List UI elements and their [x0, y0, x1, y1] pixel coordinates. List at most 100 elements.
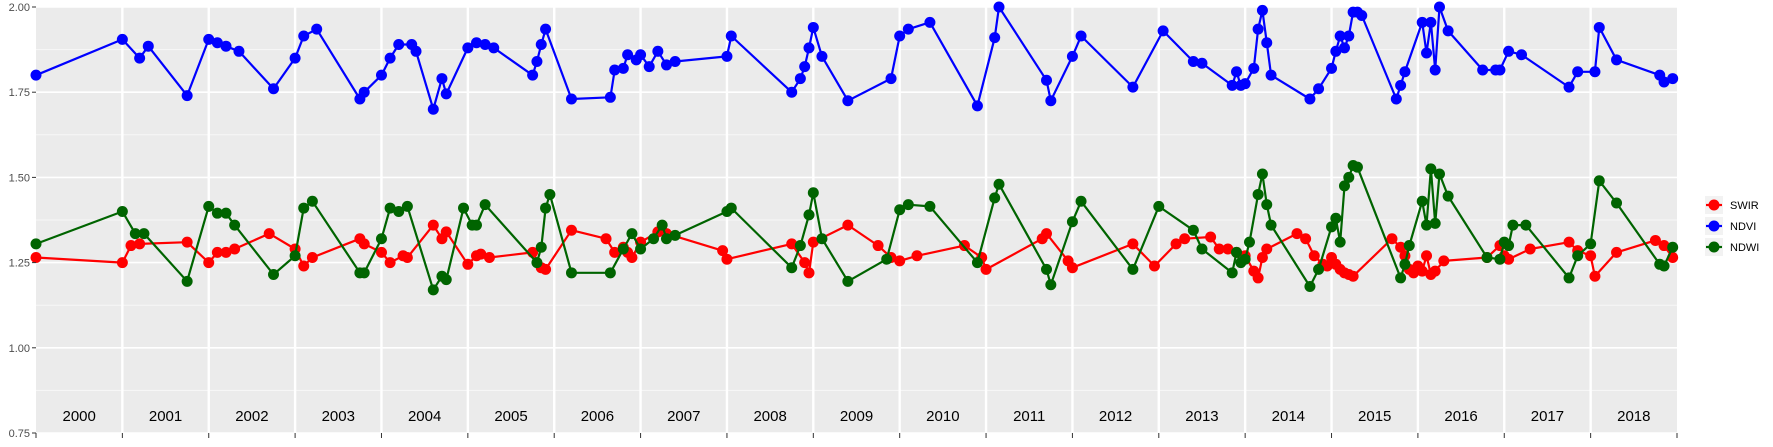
data-point-ndwi [138, 228, 150, 240]
data-point-ndwi [1442, 190, 1454, 202]
data-point-ndvi [902, 23, 914, 35]
data-point-ndvi [1429, 64, 1441, 76]
data-point-ndvi [1477, 64, 1489, 76]
data-point-ndwi [1243, 236, 1255, 248]
data-point-ndvi [1589, 66, 1601, 78]
data-point-ndvi [1157, 25, 1169, 37]
data-point-ndvi [565, 93, 577, 105]
data-point-swir [1291, 228, 1303, 240]
data-point-ndvi [30, 69, 42, 81]
data-point-ndwi [401, 200, 413, 212]
data-point-ndwi [1075, 195, 1087, 207]
data-point-ndvi [1330, 45, 1342, 57]
data-point-ndwi [842, 275, 854, 287]
data-point-swir [462, 258, 474, 270]
data-point-ndwi [786, 262, 798, 274]
year-label: 2011 [1013, 408, 1045, 425]
data-point-ndvi [540, 23, 552, 35]
data-point-ndwi [648, 233, 660, 245]
data-point-ndwi [375, 233, 387, 245]
legend: SWIR NDVI NDWI [1705, 196, 1759, 256]
data-point-swir [1611, 246, 1623, 258]
data-point-ndwi [203, 200, 215, 212]
data-point-ndvi [1226, 79, 1238, 91]
data-point-ndwi [1421, 219, 1433, 231]
data-point-ndwi [427, 284, 439, 296]
data-point-swir [116, 257, 128, 269]
data-point-swir [475, 248, 487, 260]
data-point-ndwi [902, 199, 914, 211]
data-point-ndvi [527, 69, 539, 81]
data-point-ndwi [544, 188, 556, 200]
data-point-ndvi [1421, 47, 1433, 59]
data-point-swir [1386, 233, 1398, 245]
year-label: 2010 [926, 408, 959, 425]
year-label: 2001 [149, 408, 182, 425]
data-point-ndwi [1196, 243, 1208, 255]
data-point-swir [1127, 238, 1139, 250]
data-point-ndwi [1507, 219, 1519, 231]
legend-item-swir: SWIR [1705, 196, 1759, 214]
data-point-ndwi [989, 192, 1001, 204]
data-point-ndvi [1425, 16, 1437, 28]
data-point-swir [427, 219, 439, 231]
data-point-ndwi [635, 243, 647, 255]
year-label: 2000 [62, 408, 95, 425]
data-point-ndwi [894, 204, 906, 216]
data-point-ndvi [436, 73, 448, 85]
data-point-swir [721, 253, 733, 265]
data-point-swir [1321, 260, 1333, 272]
data-point-swir [30, 251, 42, 263]
data-point-ndvi [725, 30, 737, 42]
data-point-swir [799, 257, 811, 269]
data-point-ndwi [1256, 168, 1268, 180]
data-point-ndvi [289, 52, 301, 64]
data-point-ndwi [1563, 272, 1575, 284]
data-point-ndwi [298, 202, 310, 214]
data-point-ndwi [1334, 236, 1346, 248]
data-point-ndvi [1563, 81, 1575, 93]
data-point-ndvi [1304, 93, 1316, 105]
data-point-ndwi [211, 207, 223, 219]
data-point-ndwi [617, 243, 629, 255]
data-point-ndvi [358, 86, 370, 98]
data-point-ndvi [1442, 25, 1454, 37]
data-point-swir [1524, 243, 1536, 255]
data-point-ndvi [1256, 4, 1268, 16]
data-point-ndvi [669, 56, 681, 68]
year-label: 2006 [581, 408, 614, 425]
data-point-swir [1256, 251, 1268, 263]
data-point-swir [203, 257, 215, 269]
year-label: 2017 [1531, 408, 1564, 425]
legend-item-ndvi: NDVI [1705, 217, 1756, 235]
data-point-ndwi [1304, 280, 1316, 292]
data-point-ndvi [1334, 30, 1346, 42]
data-point-swir [1222, 243, 1234, 255]
data-point-ndwi [1127, 263, 1139, 275]
data-point-ndvi [1075, 30, 1087, 42]
data-point-ndwi [1252, 188, 1264, 200]
data-point-swir [1308, 250, 1320, 262]
y-tick-label: 1.00 [9, 343, 30, 355]
data-point-swir [125, 240, 137, 252]
year-label: 2014 [1272, 408, 1305, 425]
data-point-ndwi [129, 228, 141, 240]
data-point-swir [1438, 255, 1450, 267]
data-point-swir [872, 240, 884, 252]
year-label: 2005 [494, 408, 527, 425]
data-point-ndvi [1252, 23, 1264, 35]
data-point-swir [1041, 228, 1053, 240]
data-point-swir [600, 233, 612, 245]
data-point-ndvi [617, 62, 629, 74]
data-point-swir [1179, 233, 1191, 245]
data-point-swir [1066, 262, 1078, 274]
data-point-ndvi [1343, 30, 1355, 42]
data-point-ndvi [1356, 10, 1368, 22]
data-point-ndvi [1265, 69, 1277, 81]
data-point-ndwi [993, 178, 1005, 190]
data-point-swir [1261, 243, 1273, 255]
data-point-swir [1347, 270, 1359, 282]
y-tick-label: 0.75 [9, 428, 30, 440]
data-point-ndvi [488, 42, 500, 54]
data-point-swir [626, 251, 638, 263]
